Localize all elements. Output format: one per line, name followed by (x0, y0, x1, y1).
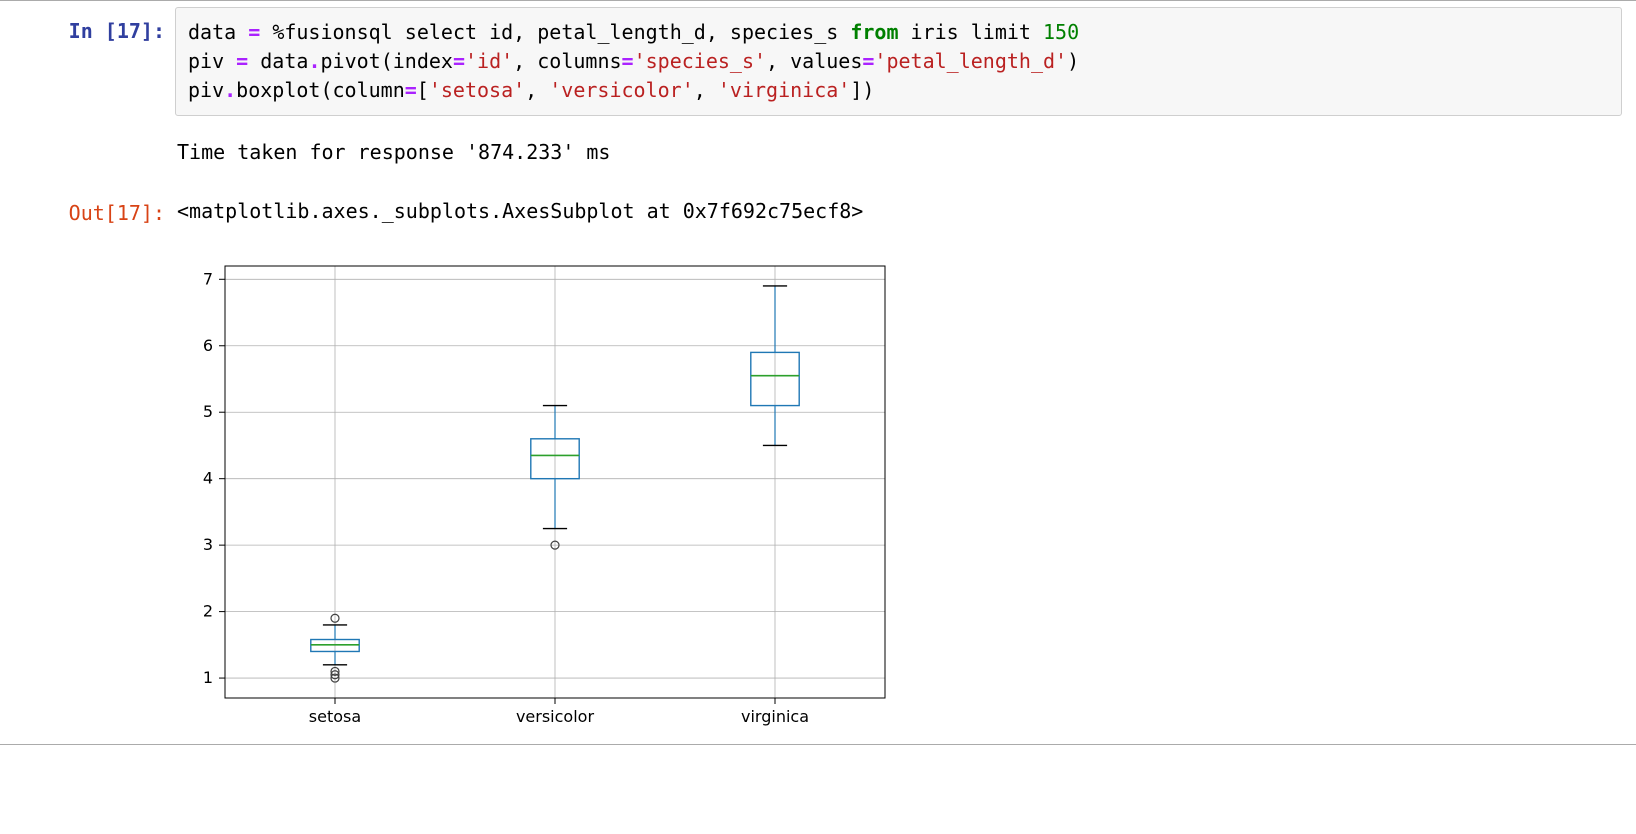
svg-text:setosa: setosa (309, 707, 361, 726)
boxplot-svg: 1 2 3 4 5 6 7 setosa versicolor virginica (175, 248, 895, 738)
svg-text:6: 6 (203, 336, 213, 355)
code-editor[interactable]: data = %fusionsql select id, petal_lengt… (175, 7, 1622, 116)
notebook: In [17]: data = %fusionsql select id, pe… (0, 0, 1636, 745)
input-prompt: In [17]: (0, 7, 175, 116)
svg-text:5: 5 (203, 402, 213, 421)
output-repr: <matplotlib.axes._subplots.AxesSubplot a… (175, 189, 1622, 230)
svg-text:4: 4 (203, 469, 213, 488)
svg-text:versicolor: versicolor (516, 707, 594, 726)
output-prompt: Out[17]: (0, 189, 175, 230)
plot-content: 1 2 3 4 5 6 7 setosa versicolor virginica (175, 248, 1636, 738)
plot-prompt-spacer (0, 248, 175, 738)
cell-stdout: Time taken for response '874.233' ms (0, 130, 1636, 171)
svg-text:2: 2 (203, 602, 213, 621)
cell-input: In [17]: data = %fusionsql select id, pe… (0, 7, 1636, 116)
cell-output-plot: 1 2 3 4 5 6 7 setosa versicolor virginica (0, 248, 1636, 738)
input-content: data = %fusionsql select id, petal_lengt… (175, 7, 1636, 116)
boxplot-figure: 1 2 3 4 5 6 7 setosa versicolor virginica (175, 248, 1622, 738)
cell-output-repr: Out[17]: <matplotlib.axes._subplots.Axes… (0, 189, 1636, 230)
stdout-prompt-spacer (0, 130, 175, 171)
svg-text:1: 1 (203, 668, 213, 687)
svg-text:3: 3 (203, 535, 213, 554)
stdout-content: Time taken for response '874.233' ms (175, 130, 1636, 171)
svg-text:virginica: virginica (741, 707, 809, 726)
output-content: <matplotlib.axes._subplots.AxesSubplot a… (175, 189, 1636, 230)
svg-text:7: 7 (203, 269, 213, 288)
stdout-text: Time taken for response '874.233' ms (175, 130, 1622, 171)
